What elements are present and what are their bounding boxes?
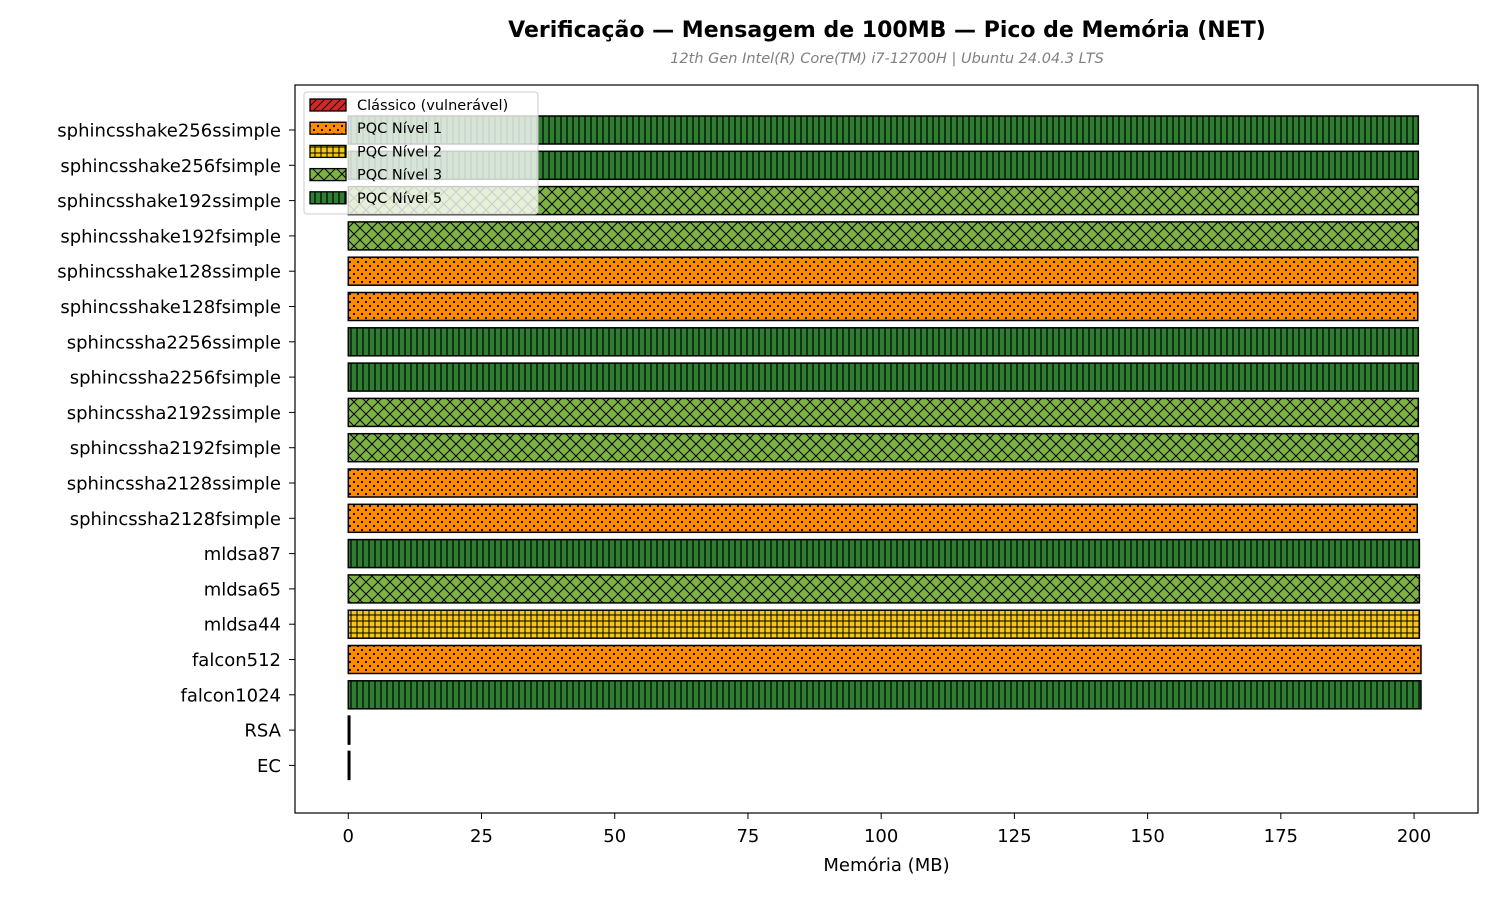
y-tick-label: mldsa87 bbox=[204, 544, 281, 565]
y-tick-label: sphincssha2256ssimple bbox=[67, 332, 281, 353]
x-tick-label: 75 bbox=[736, 826, 759, 847]
y-tick-label: sphincsshake192ssimple bbox=[57, 191, 281, 212]
y-tick-label: sphincsshake256fsimple bbox=[60, 156, 281, 177]
y-tick-label: sphincssha2192ssimple bbox=[67, 403, 281, 424]
y-tick-label: falcon512 bbox=[192, 650, 281, 671]
y-tick-label: sphincssha2128ssimple bbox=[67, 474, 281, 495]
legend-label-level3: PQC Nível 3 bbox=[357, 168, 442, 184]
bar-mldsa65 bbox=[347, 574, 1421, 604]
y-tick-label: sphincsshake256ssimple bbox=[57, 121, 281, 142]
bar-falcon512 bbox=[347, 644, 1422, 675]
bar-sphincssha2192fsimple bbox=[347, 432, 1420, 463]
y-tick-label: falcon1024 bbox=[181, 685, 282, 706]
y-tick-label: sphincsshake128fsimple bbox=[60, 297, 281, 318]
x-tick-label: 200 bbox=[1397, 826, 1431, 847]
bar-falcon1024 bbox=[347, 680, 1422, 710]
x-tick-label: 0 bbox=[343, 826, 354, 847]
bar-sphincssha2256fsimple bbox=[347, 362, 1420, 392]
x-axis-label: Memória (MB) bbox=[823, 855, 949, 876]
bar-sphincssha2128fsimple bbox=[347, 503, 1419, 534]
bar-mldsa44 bbox=[347, 609, 1421, 639]
legend-swatch-level3 bbox=[309, 167, 347, 182]
bar-sphincssha2256ssimple bbox=[347, 327, 1420, 357]
bar-sphincssha2192ssimple bbox=[347, 397, 1420, 428]
bar-sphincsshake192fsimple bbox=[347, 221, 1420, 251]
legend-label-level1: PQC Nível 1 bbox=[357, 121, 442, 137]
legend-swatch-classic bbox=[309, 98, 347, 112]
legend-label-level2: PQC Nível 2 bbox=[357, 144, 442, 160]
plot-frame bbox=[294, 84, 1479, 814]
bar-EC bbox=[347, 750, 351, 781]
bar-mldsa87 bbox=[347, 538, 1421, 569]
bar-RSA bbox=[347, 715, 351, 745]
y-tick-label: sphincssha2256fsimple bbox=[70, 368, 281, 389]
chart-title: Verificação — Mensagem de 100MB — Pico d… bbox=[508, 18, 1266, 43]
y-tick-label: sphincssha2192fsimple bbox=[70, 438, 281, 459]
y-tick-label: mldsa65 bbox=[204, 579, 281, 600]
legend-swatch-level5 bbox=[309, 191, 347, 205]
y-tick-label: sphincsshake192fsimple bbox=[60, 226, 281, 247]
y-tick-label: mldsa44 bbox=[204, 615, 281, 636]
bar-sphincssha2128ssimple bbox=[347, 468, 1419, 498]
x-tick-label: 50 bbox=[603, 826, 626, 847]
legend-swatch-level1 bbox=[309, 121, 347, 135]
bar-sphincsshake128ssimple bbox=[347, 256, 1419, 286]
bar-sphincsshake128fsimple bbox=[347, 291, 1419, 322]
x-tick-label: 125 bbox=[997, 826, 1031, 847]
y-tick-label: EC bbox=[257, 756, 281, 777]
legend-label-classic: Clássico (vulnerável) bbox=[357, 98, 508, 114]
x-tick-label: 150 bbox=[1130, 826, 1164, 847]
x-tick-label: 100 bbox=[864, 826, 898, 847]
y-tick-label: sphincsshake128ssimple bbox=[57, 262, 281, 283]
x-tick-label: 175 bbox=[1264, 826, 1298, 847]
legend-label-level5: PQC Nível 5 bbox=[357, 191, 442, 207]
legend-box bbox=[303, 91, 539, 215]
x-tick-label: 25 bbox=[470, 826, 493, 847]
chart-subtitle: 12th Gen Intel(R) Core(TM) i7-12700H | U… bbox=[670, 51, 1104, 67]
y-tick-label: RSA bbox=[244, 721, 281, 742]
y-tick-label: sphincssha2128fsimple bbox=[70, 509, 281, 530]
legend-swatch-level2 bbox=[309, 144, 347, 159]
